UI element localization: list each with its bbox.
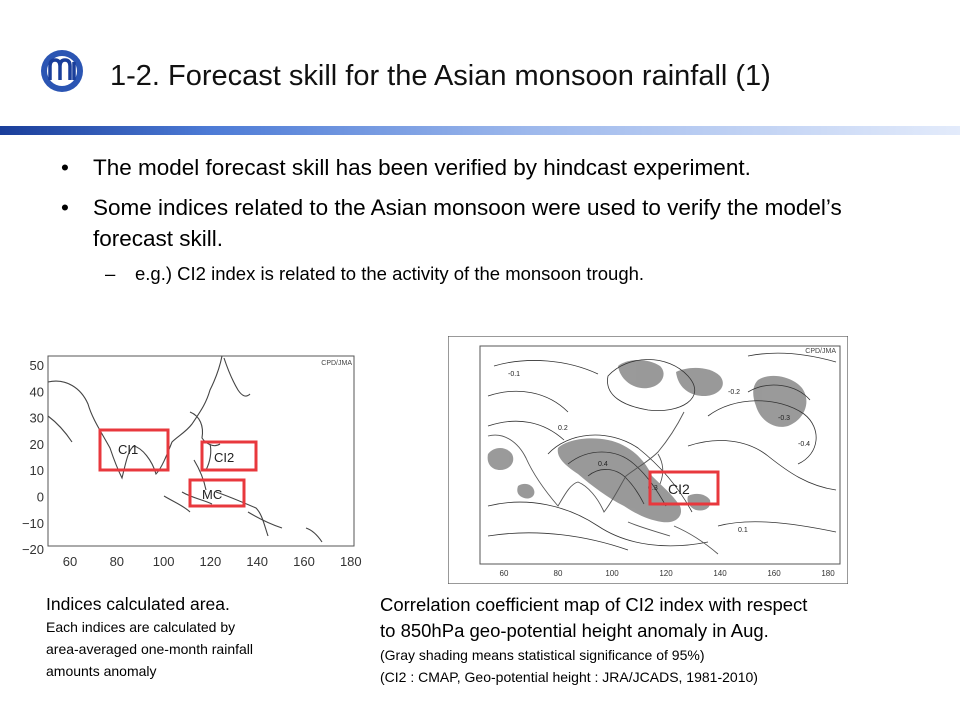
bullet-item: • The model forecast skill has been veri… — [55, 152, 915, 183]
bullet-text: The model forecast skill has been verifi… — [93, 155, 751, 180]
left-caption-title: Indices calculated area. — [46, 594, 230, 614]
contour-label: -0.1 — [508, 371, 520, 378]
bullet-dot: • — [61, 195, 69, 220]
right-caption: Correlation coefficient map of CI2 index… — [380, 592, 955, 688]
left-caption-line: amounts anomaly — [46, 663, 157, 679]
contour-label: 0.4 — [598, 461, 608, 468]
bullet-dot: • — [61, 155, 69, 180]
x-tick-labels: 60 80 100 120 140 160 180 — [63, 554, 362, 569]
right-caption-line: Correlation coefficient map of CI2 index… — [380, 594, 808, 615]
tick-label: 180 — [821, 569, 835, 578]
ci1-region-box — [98, 428, 170, 472]
ci2-label: CI2 — [214, 450, 234, 465]
correlation-map: CPD/JMA 0.2 0.3 0.4 -0.2 -0.3 — [448, 336, 848, 584]
ci2-label: CI2 — [668, 481, 690, 497]
contour-lines — [487, 352, 837, 551]
contour-label: -0.4 — [798, 441, 810, 448]
bullet-list: • The model forecast skill has been veri… — [55, 152, 915, 287]
tick-label: 160 — [767, 569, 781, 578]
bullet-text: Some indices related to the Asian monsoo… — [93, 195, 842, 251]
tick-label: 40 — [30, 384, 44, 399]
tick-label: 180 — [340, 554, 362, 569]
tick-label: 100 — [605, 569, 619, 578]
sub-bullet-text: e.g.) CI2 index is related to the activi… — [135, 263, 645, 284]
sub-bullet-dash: – — [105, 263, 116, 284]
ci1-label: CI1 — [118, 442, 138, 457]
left-caption: Indices calculated area. Each indices ar… — [46, 592, 366, 682]
right-caption-note: (CI2 : CMAP, Geo-potential height : JRA/… — [380, 669, 758, 685]
map-credit: CPD/JMA — [805, 348, 836, 355]
contour-label: 0.2 — [558, 425, 568, 432]
map-credit: CPD/JMA — [321, 360, 352, 367]
tick-label: 140 — [713, 569, 727, 578]
tick-label: 80 — [554, 569, 563, 578]
ci2-region-box — [648, 470, 720, 506]
y-tick-labels: 50 40 30 20 10 0 −10 −20 — [22, 358, 44, 557]
contour-label: -0.3 — [778, 415, 790, 422]
coastlines — [47, 355, 323, 543]
contour-label: 0.3 — [648, 485, 658, 492]
tick-label: 140 — [246, 554, 268, 569]
ci2-region-box — [200, 440, 258, 472]
x-tick-labels: 60 80 100 120 140 160 180 — [500, 569, 836, 578]
tick-label: 0 — [37, 490, 44, 505]
left-caption-line: Each indices are calculated by — [46, 619, 236, 635]
contour-value-labels: 0.2 0.3 0.4 -0.2 -0.3 -0.4 -0.1 0.1 — [508, 371, 810, 534]
right-caption-line: to 850hPa geo-potential height anomaly i… — [380, 620, 769, 641]
coastlines — [487, 411, 719, 555]
tick-label: −10 — [22, 516, 44, 531]
tick-label: 10 — [30, 463, 44, 478]
slide-title: 1-2. Forecast skill for the Asian monsoo… — [110, 60, 771, 92]
contour-label: 0.1 — [738, 527, 748, 534]
tick-label: −20 — [22, 542, 44, 557]
jma-logo-icon — [40, 32, 94, 101]
tick-label: 30 — [30, 411, 44, 426]
tick-label: 20 — [30, 437, 44, 452]
right-caption-note: (Gray shading means statistical signific… — [380, 647, 705, 663]
title-underline-bar — [0, 126, 960, 135]
tick-label: 60 — [63, 554, 77, 569]
tick-label: 80 — [110, 554, 124, 569]
tick-label: 50 — [30, 358, 44, 373]
bullet-item: • Some indices related to the Asian mons… — [55, 192, 915, 254]
tick-label: 120 — [200, 554, 222, 569]
tick-label: 160 — [293, 554, 315, 569]
tick-label: 120 — [659, 569, 673, 578]
mc-region-box — [188, 478, 246, 508]
tick-label: 60 — [500, 569, 509, 578]
sub-bullet-item: – e.g.) CI2 index is related to the acti… — [55, 261, 915, 287]
tick-label: 100 — [153, 554, 175, 569]
mc-label: MC — [202, 487, 222, 502]
contour-label: -0.2 — [728, 389, 740, 396]
left-caption-line: area-averaged one-month rainfall — [46, 641, 254, 657]
